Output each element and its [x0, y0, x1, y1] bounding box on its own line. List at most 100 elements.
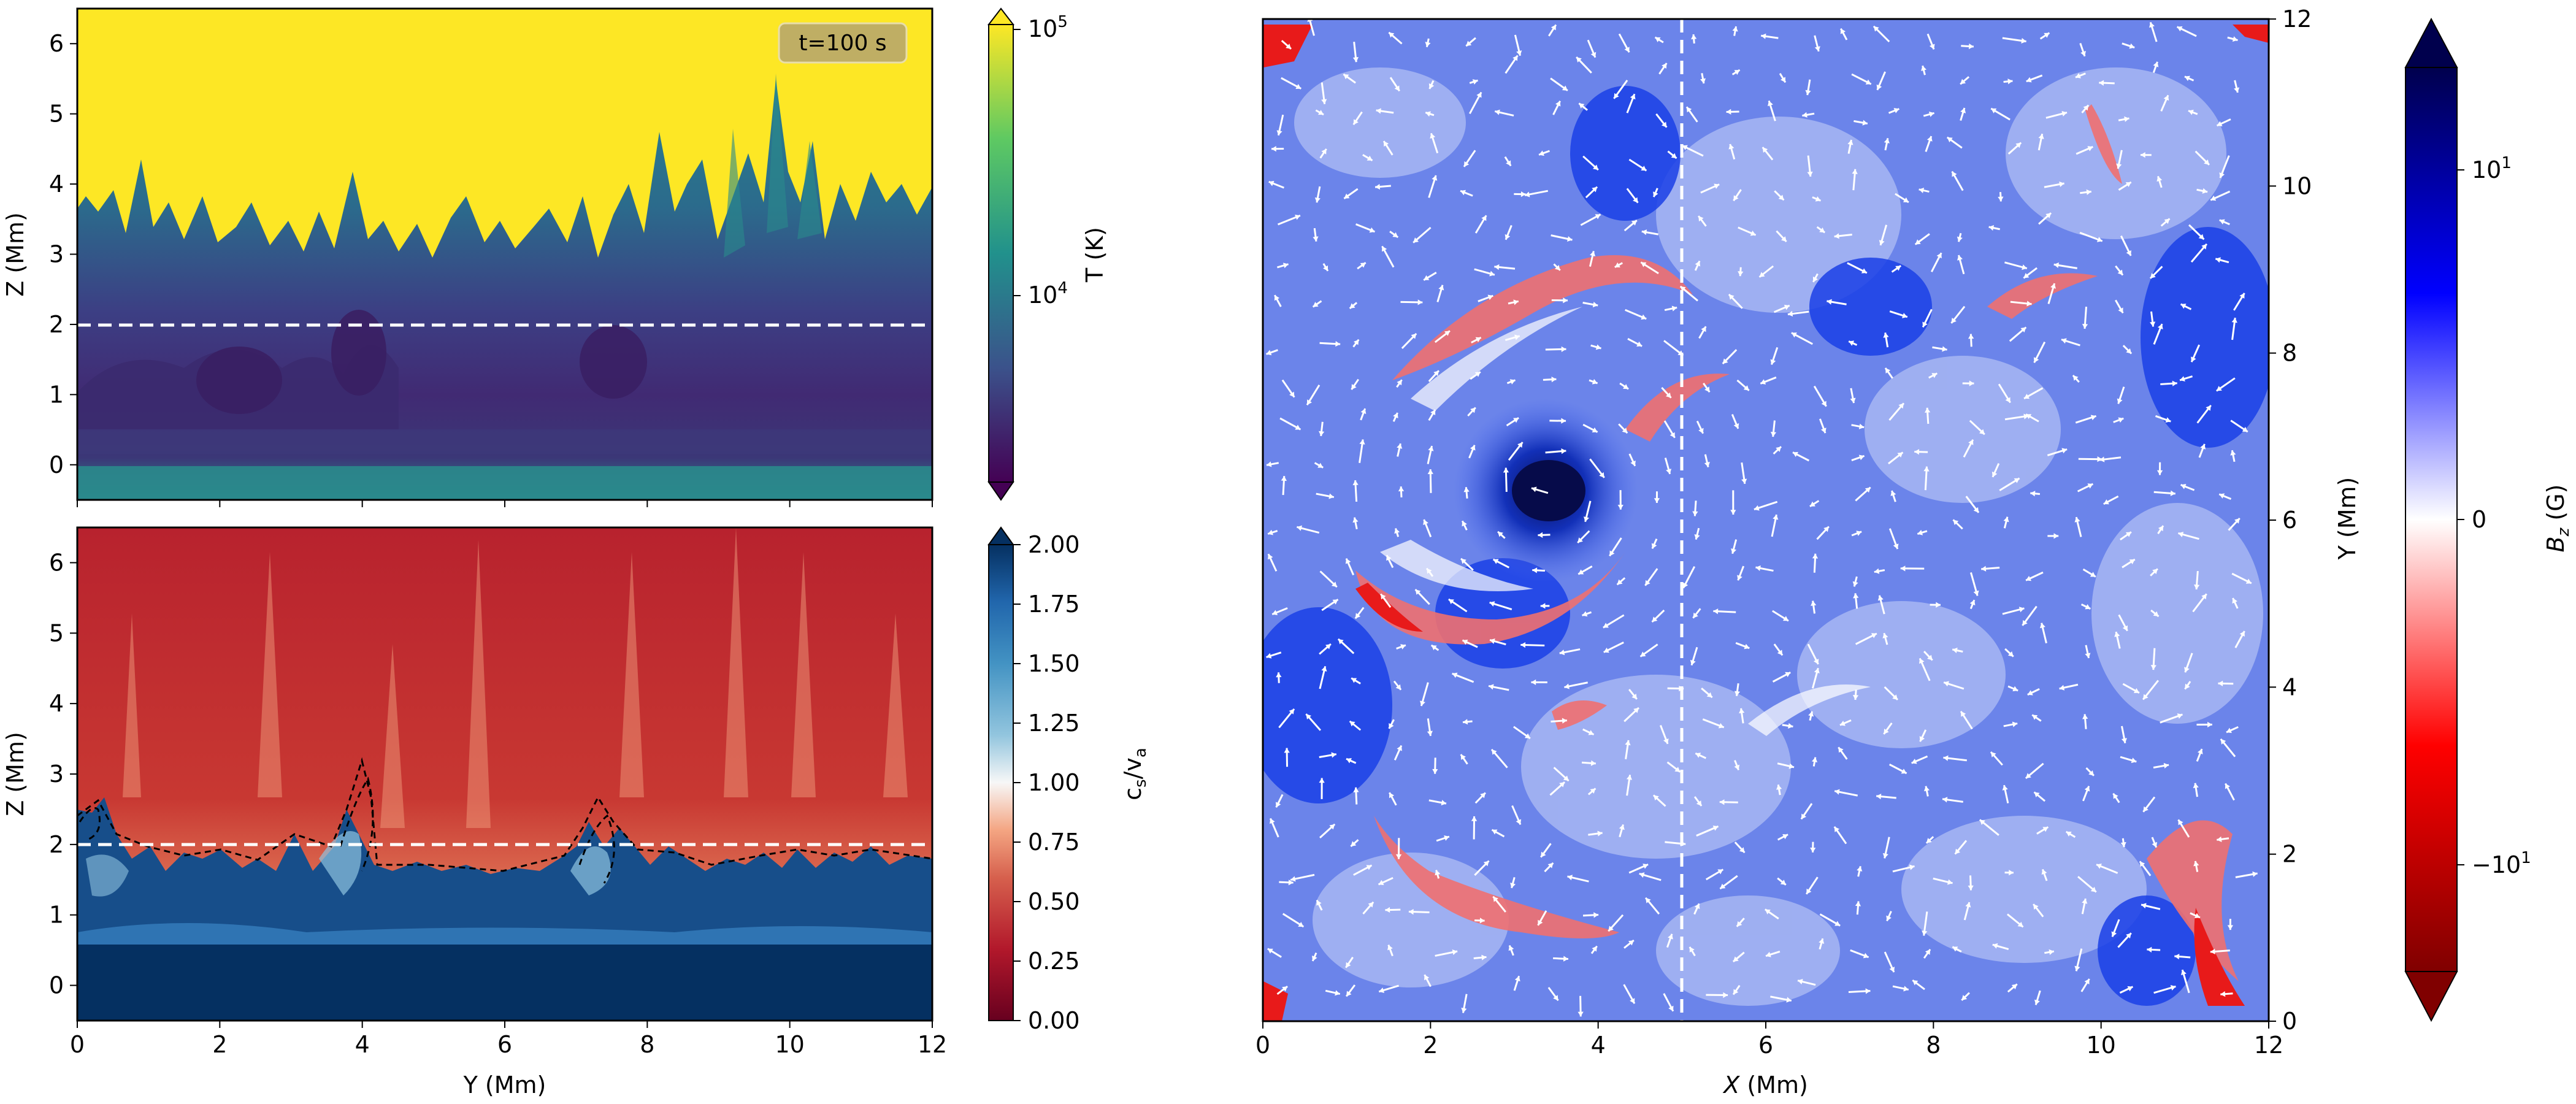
- velocity-arrow-head: [2170, 985, 2176, 991]
- velocity-arrow-head: [1561, 448, 1566, 454]
- velocity-arrow-head: [1266, 653, 1272, 659]
- velocity-arrow-head: [1428, 446, 1434, 451]
- velocity-arrow-head: [1852, 694, 1859, 700]
- velocity-arrow-head: [2023, 413, 2029, 420]
- velocity-arrow-head: [2118, 417, 2124, 423]
- velocity-arrow-head: [1539, 150, 1544, 156]
- velocity-arrow-head: [1625, 740, 1631, 746]
- velocity-arrow-head: [1295, 424, 1301, 430]
- velocity-arrow-head: [2082, 324, 2088, 329]
- velocity-arrow-head: [1698, 427, 1704, 434]
- velocity-arrow-head: [1811, 600, 1817, 606]
- velocity-arrow-head: [1386, 555, 1392, 561]
- velocity-arrow-head: [1633, 197, 1638, 203]
- velocity-arrow-head: [2045, 213, 2052, 218]
- velocity-arrow-head: [1682, 145, 1688, 150]
- velocity-arrow-head: [2099, 80, 2104, 86]
- velocity-arrow-head: [1630, 998, 1635, 1004]
- velocity-arrow-head: [1762, 147, 1768, 153]
- ratio-colorbar-tick-label: 2.00: [1028, 531, 1080, 558]
- velocity-arrow-head: [1782, 616, 1788, 621]
- velocity-arrow-head: [1694, 534, 1700, 540]
- velocity-arrow-head: [1360, 263, 1366, 268]
- velocity-arrow-head: [1413, 237, 1419, 243]
- velocity-arrow-head: [1911, 758, 1917, 764]
- velocity-arrow-head: [1776, 784, 1782, 790]
- velocity-arrow-head: [1900, 565, 1906, 572]
- velocity-arrow-head: [1671, 305, 1677, 312]
- velocity-arrow-head: [1988, 225, 1995, 231]
- velocity-arrow-head: [2086, 189, 2091, 195]
- velocity-arrow-head: [1562, 85, 1568, 91]
- velocity-arrow-head: [1509, 379, 1516, 385]
- velocity-arrow-head: [2088, 770, 2094, 776]
- velocity-arrow-head: [2129, 559, 2135, 565]
- velocity-arrow-head: [1452, 949, 1458, 956]
- velocity-arrow-head: [1694, 903, 1700, 910]
- velocity-arrow-head: [1893, 108, 1899, 113]
- x-tick-label: 4: [1591, 1032, 1606, 1059]
- velocity-arrow-head: [1494, 264, 1500, 270]
- velocity-arrow-head: [1809, 501, 1815, 507]
- velocity-arrow-head: [1346, 758, 1352, 764]
- velocity-arrow-head: [1823, 526, 1829, 532]
- velocity-arrow-head: [1981, 565, 1987, 572]
- velocity-arrow-head: [2150, 273, 2156, 278]
- velocity-arrow-head: [2127, 986, 2133, 992]
- ratio-y-ticks: 0 1 2 3 4 5 6: [49, 549, 77, 999]
- velocity-arrow-head: [1461, 1008, 1467, 1013]
- velocity-arrow-head: [1992, 943, 1998, 949]
- velocity-arrow-head: [2157, 324, 2163, 329]
- y-tick-label: 2: [2282, 841, 2297, 868]
- x-tick-label: 0: [1255, 1032, 1270, 1059]
- velocity-arrow-head: [2234, 87, 2240, 93]
- velocity-arrow-head: [1855, 901, 1861, 907]
- velocity-arrow-head: [1325, 644, 1331, 650]
- velocity-arrow-head: [2050, 283, 2056, 289]
- velocity-arrow-head: [1834, 789, 1840, 795]
- velocity-arrow-head: [1689, 946, 1695, 953]
- temperature-colorbar-label: T (K): [1081, 227, 1108, 283]
- velocity-arrow-head: [2201, 594, 2207, 600]
- velocity-arrow-head: [1827, 299, 1832, 305]
- velocity-arrow-head: [1592, 946, 1597, 952]
- velocity-arrow-head: [1839, 720, 1846, 726]
- velocity-arrow-head: [2239, 631, 2245, 637]
- velocity-arrow-head: [2147, 946, 2152, 953]
- velocity-arrow-head: [1624, 47, 1630, 53]
- velocity-arrow-head: [2198, 234, 2204, 240]
- velocity-arrow-head: [1492, 829, 1498, 835]
- velocity-arrow-head: [1819, 227, 1825, 233]
- velocity-arrow-head: [1508, 945, 1514, 951]
- velocity-arrow-head: [1998, 196, 2004, 202]
- velocity-arrow-head: [1960, 79, 1966, 85]
- velocity-arrow-head: [1551, 25, 1556, 31]
- velocity-arrow-head: [1331, 581, 1337, 588]
- velocity-arrow-head: [1479, 918, 1485, 924]
- velocity-arrow-head: [2087, 483, 2093, 489]
- velocity-arrow-head: [1463, 487, 1470, 493]
- x-tick-label: 0: [70, 1031, 85, 1058]
- ratio-colorbar-tick-label: 1.00: [1028, 769, 1080, 796]
- velocity-arrow-head: [1551, 377, 1557, 383]
- velocity-arrow-head: [1947, 137, 1953, 143]
- velocity-arrow-head: [2084, 786, 2090, 792]
- velocity-arrow-head: [1352, 480, 1359, 486]
- velocity-arrow-head: [1926, 136, 1933, 142]
- velocity-arrow-head: [1741, 478, 1747, 484]
- velocity-arrow-head: [1592, 302, 1598, 308]
- velocity-arrow-head: [2002, 785, 2008, 791]
- velocity-arrow-head: [1579, 103, 1585, 109]
- velocity-arrow-head: [1641, 229, 1647, 236]
- velocity-arrow-head: [1792, 451, 1798, 458]
- velocity-arrow-head: [1898, 403, 1904, 409]
- velocity-arrow-head: [1884, 729, 1889, 735]
- velocity-arrow-head: [2026, 301, 2032, 307]
- velocity-arrow-head: [1567, 875, 1573, 881]
- velocity-arrow-head: [1559, 782, 1565, 788]
- velocity-arrow-head: [1547, 862, 1554, 868]
- velocity-arrow-head: [1961, 995, 1968, 1000]
- velocity-arrow-head: [1698, 216, 1704, 222]
- velocity-arrow-head: [1719, 799, 1725, 805]
- velocity-arrow-head: [1564, 683, 1570, 689]
